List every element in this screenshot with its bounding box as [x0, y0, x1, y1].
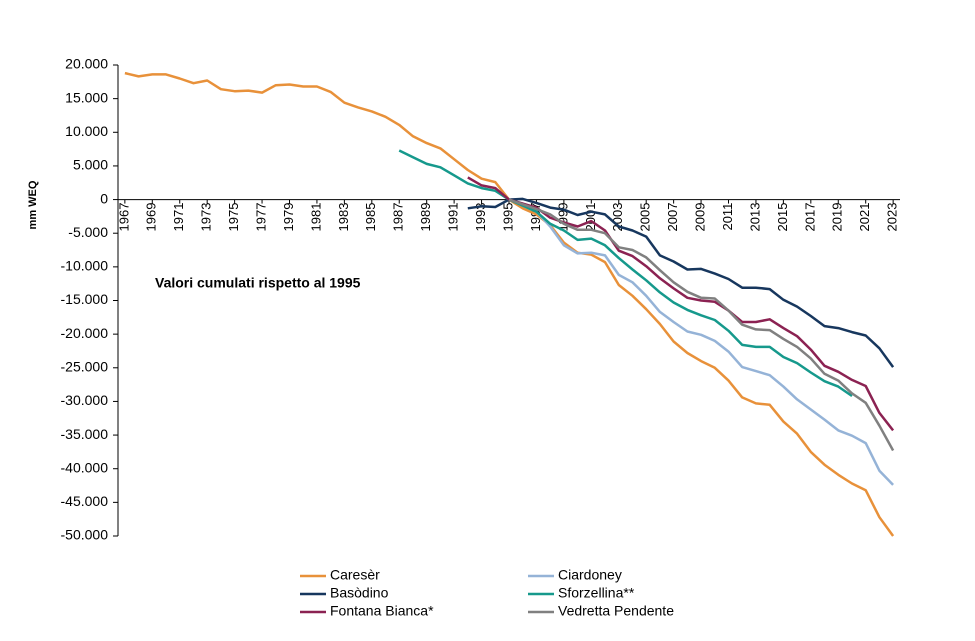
y-tick-label: 20.000	[65, 56, 108, 72]
legend-label: Sforzellina**	[558, 585, 635, 601]
line-series	[508, 198, 895, 452]
y-axis-label: mm WEQ	[27, 180, 39, 229]
x-tick-label: 1989	[418, 203, 433, 232]
y-tick-label: 15.000	[65, 89, 108, 105]
y-tick-label: -5.000	[68, 224, 108, 240]
legend-label: Ciardoney	[558, 567, 622, 583]
x-tick-label: 2011	[720, 203, 735, 231]
y-tick-label: 0	[100, 190, 108, 206]
x-tick-label: 2021	[857, 203, 872, 232]
x-tick-label: 1969	[144, 203, 159, 232]
y-tick-label: 10.000	[65, 123, 108, 139]
x-tick-label: 2003	[610, 203, 625, 232]
x-tick-label: 1971	[171, 203, 186, 232]
y-tick-label: -50.000	[61, 527, 109, 543]
y-tick-label: -15.000	[61, 291, 109, 307]
x-tick-label: 1987	[391, 203, 406, 232]
legend-label: Fontana Bianca*	[330, 603, 434, 619]
y-tick-label: -25.000	[61, 358, 109, 374]
line-series	[467, 197, 895, 368]
y-tick-label: -45.000	[61, 493, 109, 509]
x-tick-label: 2023	[885, 203, 900, 232]
x-tick-label: 1973	[199, 203, 214, 232]
x-tick-label: 1981	[308, 203, 323, 232]
y-tick-label: -40.000	[61, 459, 109, 475]
y-tick-label: -30.000	[61, 392, 109, 408]
x-tick-label: 1991	[446, 203, 461, 232]
x-tick-label: 2017	[802, 203, 817, 232]
legend-label: Basòdino	[330, 585, 389, 601]
x-tick-label: 2019	[830, 203, 845, 232]
annotation: Valori cumulati rispetto al 1995	[155, 275, 361, 291]
x-tick-label: 1979	[281, 203, 296, 232]
y-tick-label: 5.000	[73, 157, 108, 173]
y-tick-label: -20.000	[61, 325, 109, 341]
legend-label: Caresèr	[330, 567, 380, 583]
x-tick-label: 1983	[336, 203, 351, 232]
x-tick-label: 2013	[747, 203, 762, 232]
x-tick-label: 1975	[226, 203, 241, 232]
y-tick-label: -35.000	[61, 426, 109, 442]
x-tick-label: 2007	[665, 203, 680, 232]
x-tick-label: 2005	[638, 203, 653, 232]
line-series	[398, 149, 853, 398]
x-tick-label: 1977	[253, 203, 268, 232]
x-tick-label: 1995	[500, 203, 515, 232]
y-tick-label: -10.000	[61, 258, 109, 274]
x-tick-label: 1993	[473, 203, 488, 232]
line-series	[124, 71, 895, 537]
x-tick-label: 2015	[775, 203, 790, 232]
x-tick-label: 1967	[116, 203, 131, 232]
x-tick-label: 2009	[693, 203, 708, 232]
x-tick-label: 2001	[583, 203, 598, 232]
line-series	[508, 198, 894, 486]
x-tick-label: 1985	[363, 203, 378, 232]
legend-label: Vedretta Pendente	[558, 603, 674, 619]
